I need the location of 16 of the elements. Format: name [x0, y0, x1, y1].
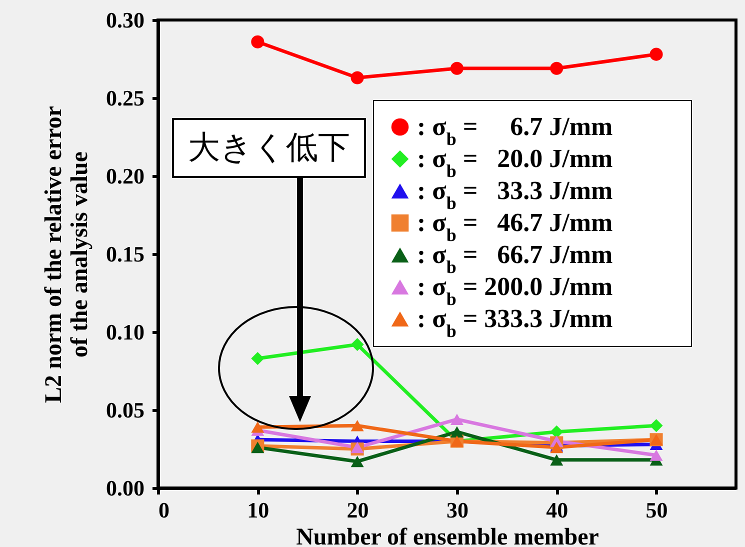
text-box: 大きく低下 — [172, 118, 366, 178]
x-tick-label: 0 — [158, 498, 170, 522]
y-tick-label: 0.10 — [106, 320, 144, 344]
x-tick-label: 30 — [446, 498, 468, 522]
x-axis-title: Number of ensemble member — [296, 524, 600, 547]
y-tick-label: 0.20 — [106, 164, 144, 188]
x-tick-label: 20 — [346, 498, 369, 522]
y-tick-label: 0.05 — [106, 398, 144, 422]
y-tick-label: 0.00 — [106, 476, 144, 500]
y-axis-title: L2 norm of the relative error of the analysis value — [41, 106, 93, 404]
x-tick-label: 40 — [546, 498, 568, 522]
x-tick-label: 10 — [247, 498, 270, 522]
y-tick-label: 0.30 — [106, 8, 144, 32]
y-tick-label: 0.25 — [106, 86, 144, 110]
x-tick-label: 50 — [646, 498, 668, 522]
y-tick-label: 0.15 — [106, 242, 144, 266]
